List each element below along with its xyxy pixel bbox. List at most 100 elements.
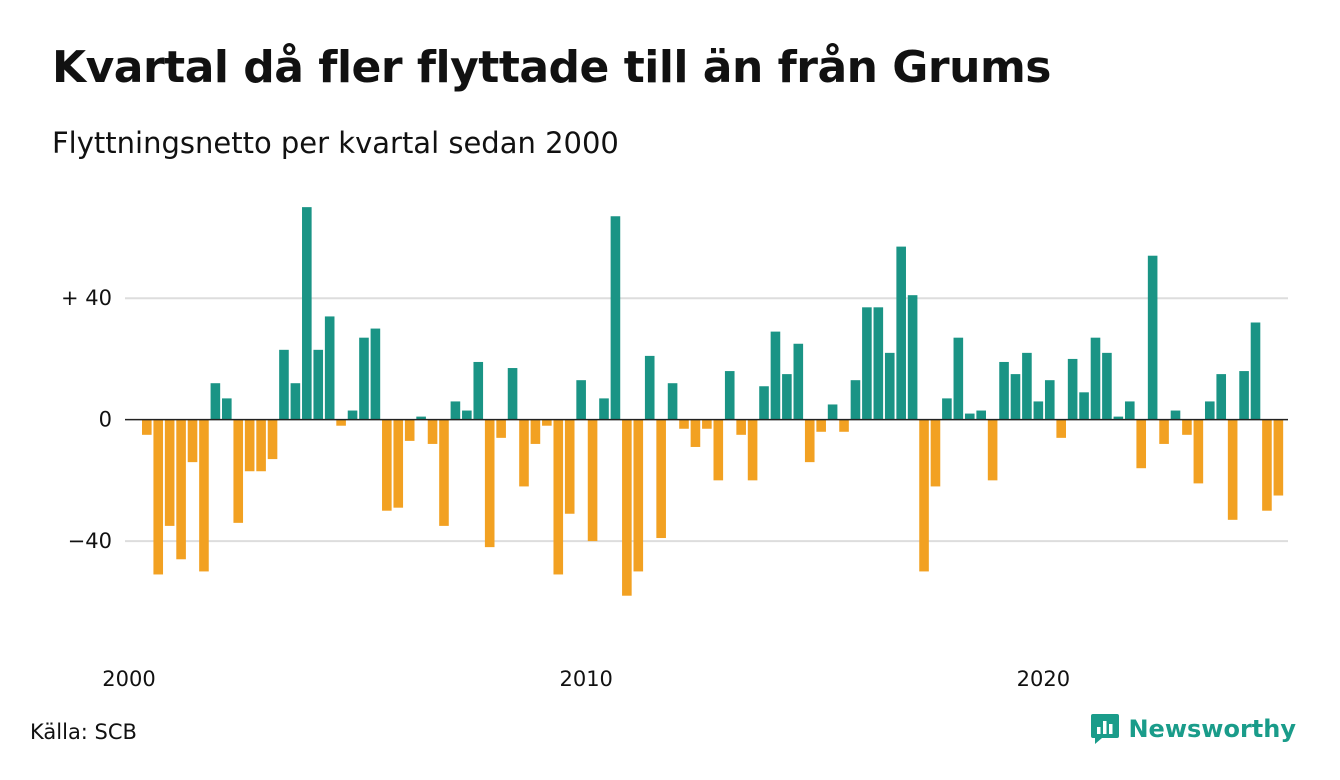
- bar: [1079, 392, 1089, 420]
- bar: [896, 246, 906, 420]
- bar: [633, 419, 644, 572]
- bar: [907, 295, 918, 420]
- chart-subtitle: Flyttningsnetto per kvartal sedan 2000: [52, 126, 619, 160]
- bar: [690, 419, 701, 447]
- bar: [862, 307, 872, 420]
- bar: [164, 419, 175, 526]
- bar: [656, 419, 666, 539]
- bar: [1136, 419, 1147, 469]
- bar: [1227, 419, 1238, 520]
- bar: [987, 419, 998, 481]
- bar: [622, 419, 632, 596]
- bar: [576, 380, 586, 420]
- bar: [1182, 419, 1192, 435]
- bar: [267, 419, 278, 460]
- bar: [187, 419, 198, 463]
- bar: [1262, 419, 1272, 511]
- bar: [416, 416, 426, 420]
- bar: [942, 398, 952, 420]
- bar: [999, 361, 1009, 420]
- bar: [382, 419, 392, 511]
- y-tick-label: −40: [68, 529, 112, 553]
- bar: [462, 410, 472, 420]
- bar: [427, 419, 438, 444]
- y-tick-label: + 40: [61, 286, 112, 310]
- bar: [816, 419, 826, 432]
- bar: [953, 337, 964, 420]
- bar: [964, 413, 975, 420]
- bar: [530, 419, 541, 444]
- bar: [553, 419, 564, 575]
- bar: [1090, 337, 1101, 420]
- bar: [359, 337, 369, 420]
- bar: [290, 383, 301, 420]
- bar: [176, 419, 186, 560]
- bar: [542, 419, 552, 426]
- newsworthy-logo-icon: [1091, 714, 1120, 744]
- bar: [370, 328, 381, 420]
- bar: [153, 419, 164, 575]
- bar: [759, 386, 769, 420]
- bars: [142, 207, 1284, 596]
- bar: [976, 410, 986, 420]
- bar: [1273, 419, 1284, 496]
- bar: [782, 374, 792, 420]
- x-tick-label: 2020: [1017, 667, 1070, 691]
- bar: [256, 419, 266, 472]
- bar: [1216, 374, 1227, 420]
- bar: [210, 383, 221, 420]
- bar: [484, 419, 495, 548]
- bar: [587, 419, 598, 542]
- bar: [1239, 371, 1249, 420]
- bar: [1022, 352, 1032, 420]
- bar: [599, 398, 609, 420]
- bar: [702, 419, 712, 429]
- bar: [302, 207, 312, 420]
- bar: [347, 410, 358, 420]
- grid-lines: [125, 297, 1288, 543]
- bar: [713, 419, 724, 481]
- bar: [724, 371, 735, 420]
- bar: [404, 419, 415, 441]
- newsworthy-logo: Newsworthy: [1090, 712, 1296, 746]
- bar: [736, 419, 746, 435]
- bar: [747, 419, 758, 481]
- bar: [1159, 419, 1169, 444]
- bar: [770, 331, 781, 420]
- bar: [336, 419, 346, 426]
- tick-labels: + 40 0 −40 2000 2010 2020: [61, 286, 1070, 691]
- bar: [1204, 401, 1215, 420]
- bar: [233, 419, 244, 523]
- bar: [1124, 401, 1135, 420]
- bar: [1113, 416, 1124, 420]
- bar: [1033, 401, 1044, 420]
- bar: [610, 216, 621, 420]
- bar: [1147, 255, 1158, 420]
- x-tick-label: 2000: [102, 667, 155, 691]
- chart-title: Kvartal då fler flyttade till än från Gr…: [52, 42, 1052, 93]
- bar: [450, 401, 461, 420]
- bar: [884, 352, 895, 420]
- bar: [930, 419, 941, 487]
- bar: [393, 419, 404, 508]
- y-tick-label: 0: [99, 408, 112, 432]
- bar: [564, 419, 575, 514]
- bar: [850, 380, 861, 420]
- bar: [313, 349, 324, 420]
- bar: [1193, 419, 1204, 484]
- bar: [519, 419, 529, 487]
- bar: [507, 368, 518, 420]
- bar: [473, 361, 484, 420]
- bar: [1010, 374, 1021, 420]
- x-tick-label: 2010: [559, 667, 612, 691]
- bar: [1102, 352, 1112, 420]
- bar: [839, 419, 849, 432]
- bar: [667, 383, 678, 420]
- bar: [244, 419, 255, 472]
- source-note: Källa: SCB: [30, 720, 137, 744]
- bar: [439, 419, 449, 526]
- bar: [142, 419, 152, 435]
- bar-chart: + 40 0 −40 2000 2010 2020: [61, 207, 1288, 691]
- bar: [279, 349, 289, 420]
- bar: [496, 419, 506, 438]
